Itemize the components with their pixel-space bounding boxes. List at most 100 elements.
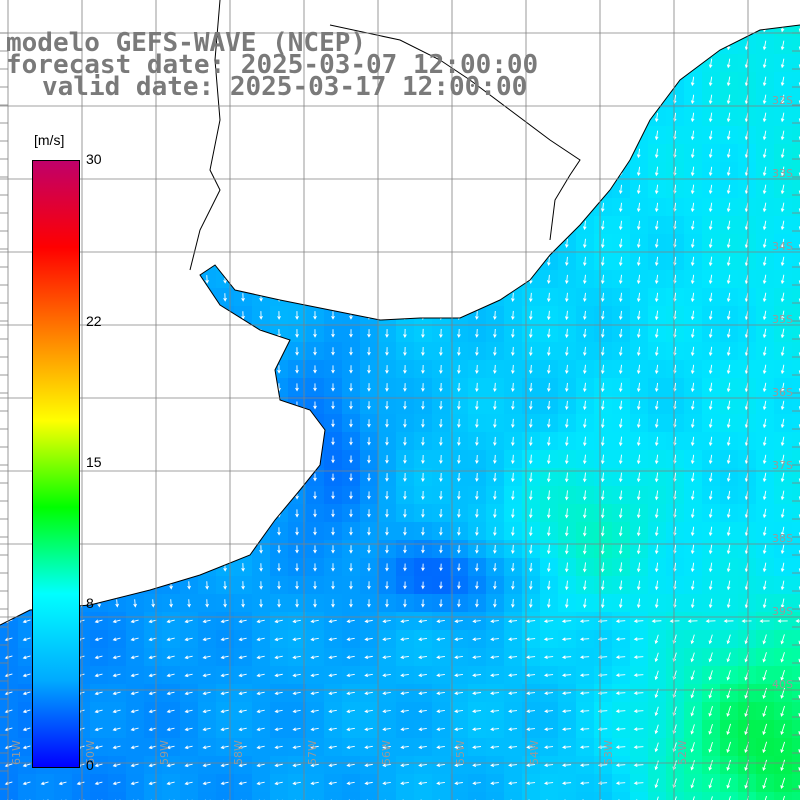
wind-arrow xyxy=(579,763,590,767)
wind-arrow xyxy=(654,328,659,339)
wind-arrow xyxy=(457,436,461,446)
wind-arrow xyxy=(349,220,353,230)
wind-arrow xyxy=(654,25,659,33)
wind-arrow xyxy=(241,293,245,302)
wind-arrow xyxy=(295,221,299,230)
wind-arrow xyxy=(403,166,407,177)
sea-cell xyxy=(702,0,720,18)
sea-cell xyxy=(450,162,468,180)
wind-arrow xyxy=(454,691,464,696)
sea-cell xyxy=(612,792,630,800)
wind-arrow xyxy=(166,709,175,714)
wind-arrow xyxy=(25,329,29,338)
sea-cell xyxy=(432,108,450,126)
wind-arrow xyxy=(241,329,245,338)
wind-arrow xyxy=(457,454,461,464)
wind-arrow xyxy=(654,760,659,771)
wind-arrow xyxy=(726,436,731,447)
wind-arrow xyxy=(708,346,713,357)
wind-arrow xyxy=(367,256,371,266)
sea-cell xyxy=(144,504,162,522)
wind-arrow xyxy=(187,311,191,320)
sea-cell xyxy=(270,180,288,198)
wind-arrow xyxy=(762,94,767,105)
wind-arrow xyxy=(654,436,659,447)
wind-arrow xyxy=(151,509,155,518)
wind-arrow xyxy=(439,25,443,33)
wind-arrow xyxy=(292,709,301,714)
sea-cell xyxy=(594,162,612,180)
wind-arrow xyxy=(654,76,659,87)
wind-arrow xyxy=(187,419,191,428)
wind-arrow xyxy=(241,455,245,464)
wind-arrow xyxy=(403,545,407,554)
wind-arrow xyxy=(525,655,536,659)
wind-arrow xyxy=(4,655,13,660)
sea-cell xyxy=(162,270,180,288)
lon-label-60W: 60W xyxy=(84,740,97,765)
wind-arrow xyxy=(511,508,515,519)
wind-arrow xyxy=(331,239,335,248)
wind-arrow xyxy=(741,619,752,623)
wind-arrow xyxy=(472,745,482,750)
wind-arrow xyxy=(296,5,299,13)
wind-arrow xyxy=(472,637,481,642)
wind-arrow xyxy=(274,673,283,678)
sea-cell xyxy=(576,36,594,54)
wind-arrow xyxy=(115,563,119,572)
wind-arrow xyxy=(762,292,767,303)
wind-arrow xyxy=(726,580,731,591)
wind-arrow xyxy=(600,310,605,321)
wind-arrow xyxy=(169,329,173,338)
wind-arrow xyxy=(295,599,299,608)
wind-arrow xyxy=(762,238,767,249)
sea-cell xyxy=(504,162,522,180)
wind-arrow xyxy=(636,40,641,51)
wind-arrow xyxy=(636,562,641,573)
wind-arrow xyxy=(582,508,587,519)
forecast-date: forecast date: 2025-03-07 12:00:00 xyxy=(6,50,539,80)
wind-arrow xyxy=(579,673,590,677)
sea-cell xyxy=(18,90,36,108)
wind-arrow xyxy=(25,527,29,536)
wind-arrow xyxy=(241,491,245,500)
wind-arrow xyxy=(259,239,263,248)
wind-arrow xyxy=(292,781,301,786)
sea-cell xyxy=(792,450,800,468)
wind-arrow xyxy=(618,40,623,51)
wind-arrow xyxy=(133,347,137,356)
wind-arrow xyxy=(475,238,479,249)
wind-arrow xyxy=(349,275,353,284)
wind-arrow xyxy=(546,562,551,573)
wind-arrow xyxy=(205,401,209,410)
wind-arrow xyxy=(206,5,209,13)
wind-arrow xyxy=(511,40,515,51)
wind-arrow xyxy=(654,400,659,411)
sea-cell xyxy=(234,324,252,342)
wind-arrow xyxy=(762,166,767,177)
wind-arrow xyxy=(582,580,587,591)
wind-arrow xyxy=(328,619,337,624)
wind-arrow xyxy=(349,599,353,608)
sea-cell xyxy=(396,108,414,126)
wind-arrow xyxy=(238,673,247,678)
wind-arrow xyxy=(169,527,173,536)
wind-arrow xyxy=(708,760,713,771)
wind-arrow xyxy=(313,185,317,194)
sea-cell xyxy=(792,54,800,72)
wind-arrow xyxy=(205,509,209,518)
wind-arrow xyxy=(25,383,29,392)
wind-arrow xyxy=(295,365,299,374)
wind-arrow xyxy=(112,763,121,768)
wind-arrow xyxy=(777,619,788,623)
wind-arrow xyxy=(94,673,103,678)
sea-cell xyxy=(360,288,378,306)
sea-cell xyxy=(162,108,180,126)
wind-arrow xyxy=(529,25,533,33)
wind-arrow xyxy=(529,310,533,321)
wind-arrow xyxy=(762,490,767,501)
wind-arrow xyxy=(439,581,443,590)
wind-arrow xyxy=(205,257,209,266)
wind-arrow xyxy=(385,40,389,51)
sea-cell xyxy=(432,234,450,252)
